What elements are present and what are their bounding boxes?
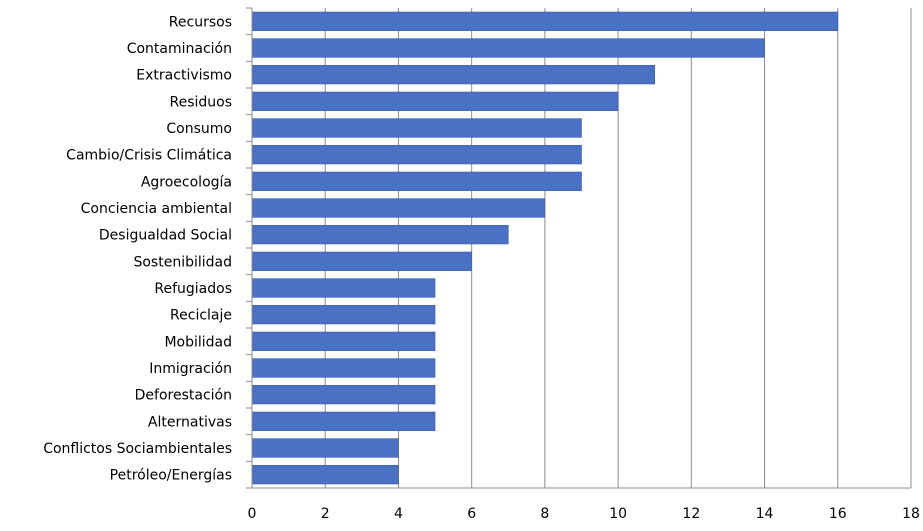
bar-2 — [251, 38, 765, 58]
category-label: Inmigración — [149, 361, 232, 377]
x-tick-label: 6 — [467, 506, 476, 522]
category-label: Cambio/Crisis Climática — [66, 148, 232, 164]
x-tick-labels: 0 2 4 6 8 10 12 14 16 18 — [248, 506, 920, 522]
x-tick-label: 8 — [540, 506, 549, 522]
bar-15 — [251, 385, 436, 405]
category-label: Desigualdad Social — [99, 228, 232, 244]
category-label: Agroecología — [141, 174, 232, 190]
bar-13 — [251, 331, 436, 351]
bar-9 — [251, 225, 509, 245]
x-tick-label: 4 — [394, 506, 403, 522]
bar-17 — [251, 438, 399, 458]
bar-12 — [251, 305, 436, 325]
bar-3 — [251, 65, 656, 85]
x-tick-label: 12 — [682, 506, 700, 522]
category-label: Recursos — [169, 14, 232, 30]
x-tick-label: 2 — [321, 506, 330, 522]
x-tick-label: 16 — [829, 506, 847, 522]
category-label: Conciencia ambiental — [81, 201, 232, 217]
x-tick-label: 10 — [609, 506, 627, 522]
bar-4 — [251, 91, 619, 111]
category-labels: Recursos Contaminación Extractivismo Residu… — [43, 14, 232, 483]
category-label: Conflictos Sociambientales — [43, 441, 232, 457]
axes — [246, 7, 911, 489]
bar-11 — [251, 278, 436, 298]
bar-5 — [251, 118, 582, 138]
bar-6 — [251, 145, 582, 165]
gridlines — [324, 8, 912, 488]
category-label: Petróleo/Energías — [110, 468, 232, 484]
bar-18 — [251, 465, 399, 485]
category-label: Sostenibilidad — [133, 254, 232, 270]
category-label: Consumo — [166, 121, 232, 137]
category-label: Mobilidad — [164, 334, 232, 350]
category-label: Contaminación — [127, 41, 232, 57]
category-label: Extractivismo — [136, 68, 232, 84]
bar-10 — [251, 251, 472, 271]
bar-14 — [251, 358, 436, 378]
category-label: Residuos — [169, 94, 232, 110]
bar-7 — [251, 171, 582, 191]
x-tick-label: 18 — [902, 506, 920, 522]
category-label: Deforestación — [135, 388, 232, 404]
bar-1 — [251, 11, 839, 31]
x-tick-label: 14 — [756, 506, 774, 522]
category-label: Refugiados — [154, 281, 232, 297]
category-label: Reciclaje — [170, 308, 232, 324]
category-label: Alternativas — [148, 414, 232, 430]
bar-16 — [251, 411, 436, 431]
x-tick-label: 0 — [248, 506, 257, 522]
bar-8 — [251, 198, 546, 218]
